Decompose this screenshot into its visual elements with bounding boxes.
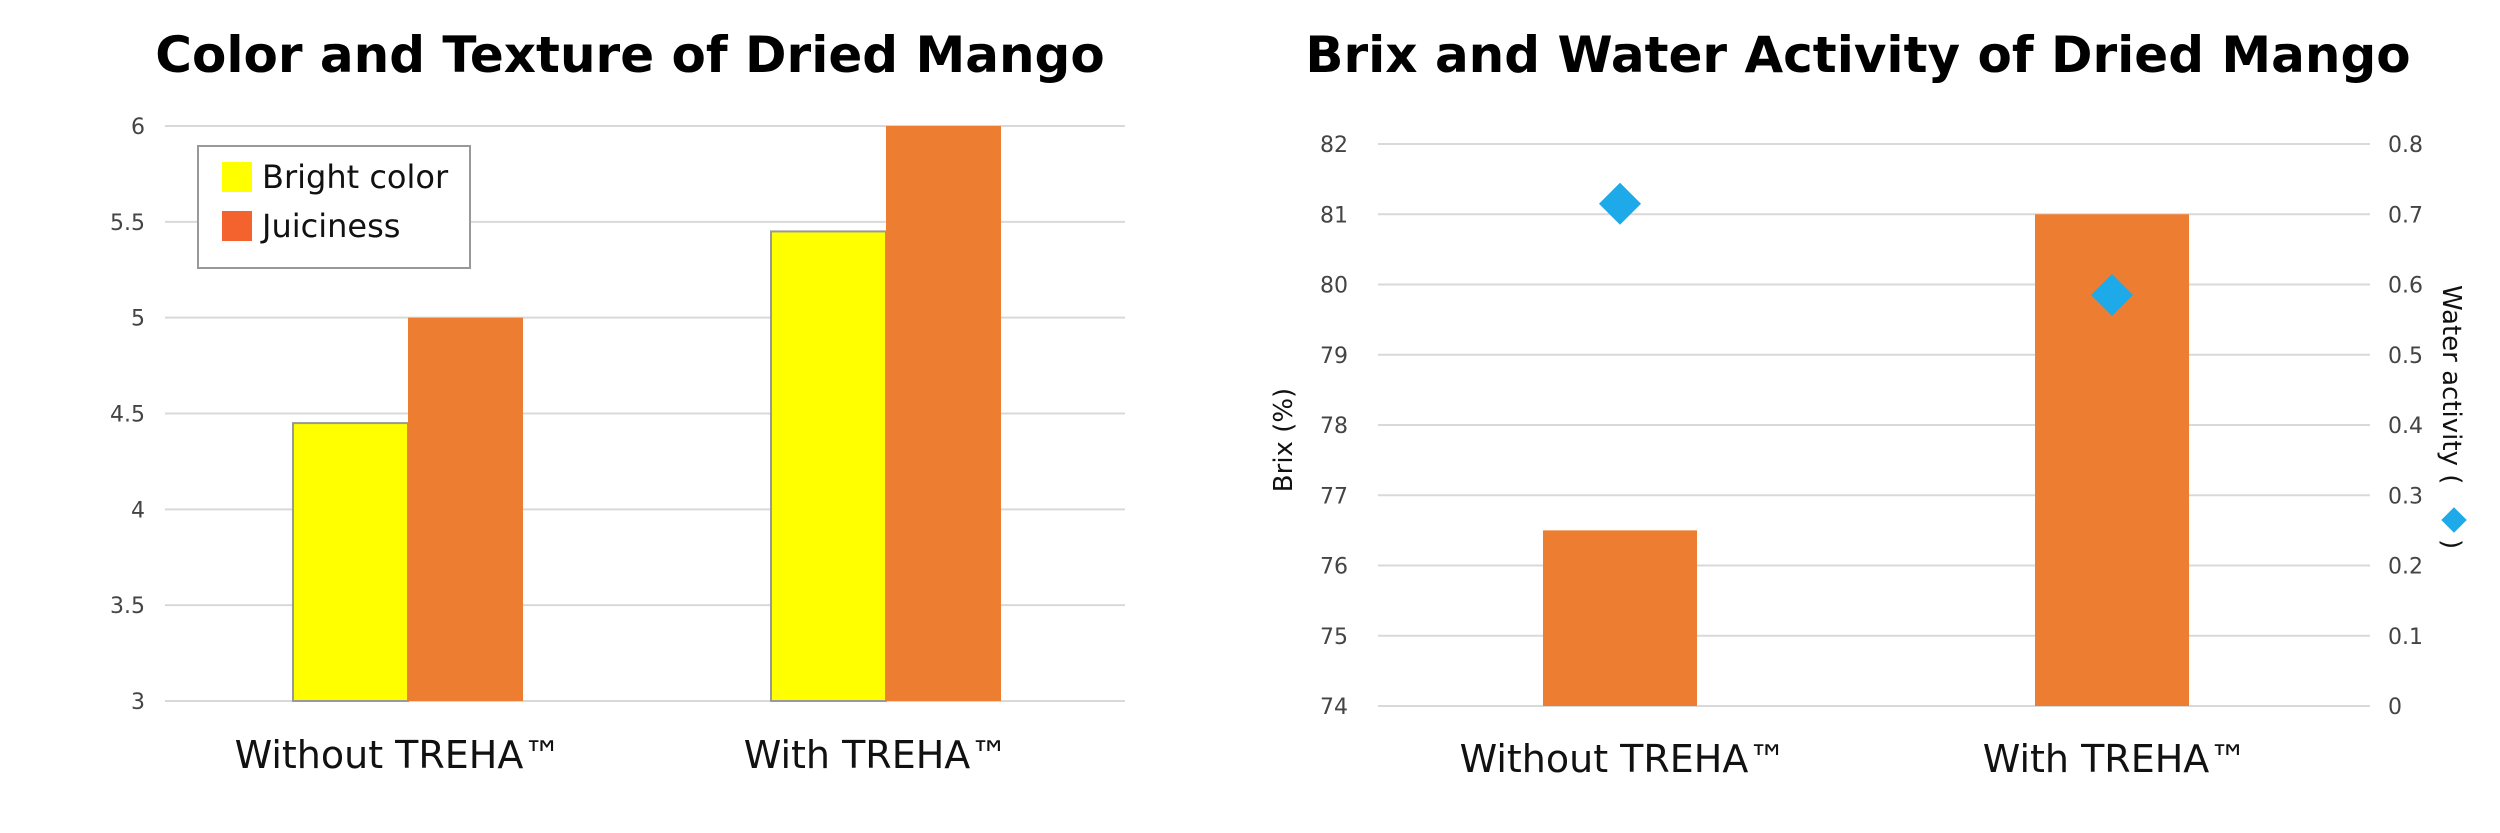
chart1-y-tick-label: 4.5 (110, 403, 145, 428)
chart1-y-tick-label: 6 (131, 115, 145, 140)
chart2-y-tick-label: 79 (1320, 344, 1348, 369)
chart2-y-tick-label: 80 (1320, 274, 1348, 299)
chart1-y-ticks: 3 3.5 4 4.5 5 5.5 6 (110, 115, 145, 715)
chart2-y2-tick-label: 0.6 (2388, 274, 2423, 299)
legend-swatch-bright-color (222, 162, 252, 192)
chart1-categories: Without TREHA™ With TREHA™ (235, 733, 1009, 777)
chart2-y-tick-label: 78 (1320, 414, 1348, 439)
legend-label-bright-color: Bright color (262, 158, 449, 196)
chart1-category-label: With TREHA™ (744, 733, 1009, 777)
chart2-y2-axis-title-text: Water activity ( (2436, 285, 2466, 484)
chart2-points (1599, 182, 2133, 317)
chart2-categories: Without TREHA™ With TREHA™ (1460, 737, 2248, 781)
chart1-title: Color and Texture of Dried Mango (155, 26, 1104, 84)
bar-juiciness-0 (408, 317, 523, 701)
chart-color-texture: Color and Texture of Dried Mango 3 3.5 4 4.… (110, 26, 1125, 777)
point-water-activity-1 (2091, 274, 2133, 317)
legend-label-juiciness: Juiciness (260, 207, 400, 245)
chart-brix-water-activity: Brix and Water Activity of Dried Mango 7… (1269, 26, 2467, 781)
chart2-y-tick-label: 74 (1320, 695, 1348, 720)
bar-brix-0 (1543, 530, 1697, 706)
chart2-y2-tick-label: 0.1 (2388, 625, 2423, 650)
chart2-y-tick-label: 77 (1320, 484, 1348, 509)
chart2-y-tick-label: 75 (1320, 625, 1348, 650)
chart2-category-label: With TREHA™ (1983, 737, 2248, 781)
chart2-y2-axis-title-end: ) (2436, 539, 2466, 549)
chart2-y2-tick-label: 0.4 (2388, 414, 2423, 439)
chart1-category-label: Without TREHA™ (235, 733, 562, 777)
bar-bright-color-1 (770, 230, 887, 703)
chart2-y2-tick-label: 0.3 (2388, 484, 2423, 509)
chart2-y-tick-label: 81 (1320, 203, 1348, 228)
chart2-y-axis-title: Brix (%) (1269, 388, 1299, 492)
chart2-y-tick-label: 82 (1320, 133, 1348, 158)
chart1-bars (292, 126, 1001, 703)
chart2-y2-axis-title: Water activity ( ) (2436, 285, 2467, 549)
bar-juiciness-1 (886, 126, 1001, 701)
chart1-y-tick-label: 5.5 (110, 211, 145, 236)
chart1-y-tick-label: 5 (131, 307, 145, 332)
chart2-bars (1543, 214, 2189, 706)
chart2-y2-tick-label: 0.5 (2388, 344, 2423, 369)
chart2-y-tick-label: 76 (1320, 555, 1348, 580)
point-water-activity-0 (1599, 182, 1641, 225)
chart2-y2-tick-label: 0 (2388, 695, 2402, 720)
chart2-y2-tick-label: 0.7 (2388, 203, 2423, 228)
legend-swatch-juiciness (222, 211, 252, 241)
chart2-title: Brix and Water Activity of Dried Mango (1305, 26, 2410, 84)
chart2-y2-tick-label: 0.2 (2388, 555, 2423, 580)
bar-bright-color-0 (292, 422, 409, 702)
chart2-left-y-ticks: 74 75 76 77 78 79 80 81 82 (1320, 133, 1348, 720)
chart1-y-tick-label: 3.5 (110, 594, 145, 619)
chart1-legend: Bright color Juiciness (197, 145, 471, 269)
chart2-gridlines (1378, 143, 2370, 707)
chart2-category-label: Without TREHA™ (1460, 737, 1787, 781)
chart2-right-y-ticks: 0 0.1 0.2 0.3 0.4 0.5 0.6 0.7 0.8 (2388, 133, 2423, 720)
water-activity-diamond-icon (2441, 507, 2467, 533)
chart2-y2-tick-label: 0.8 (2388, 133, 2423, 158)
chart1-y-tick-label: 3 (131, 690, 145, 715)
chart1-y-tick-label: 4 (131, 498, 145, 523)
